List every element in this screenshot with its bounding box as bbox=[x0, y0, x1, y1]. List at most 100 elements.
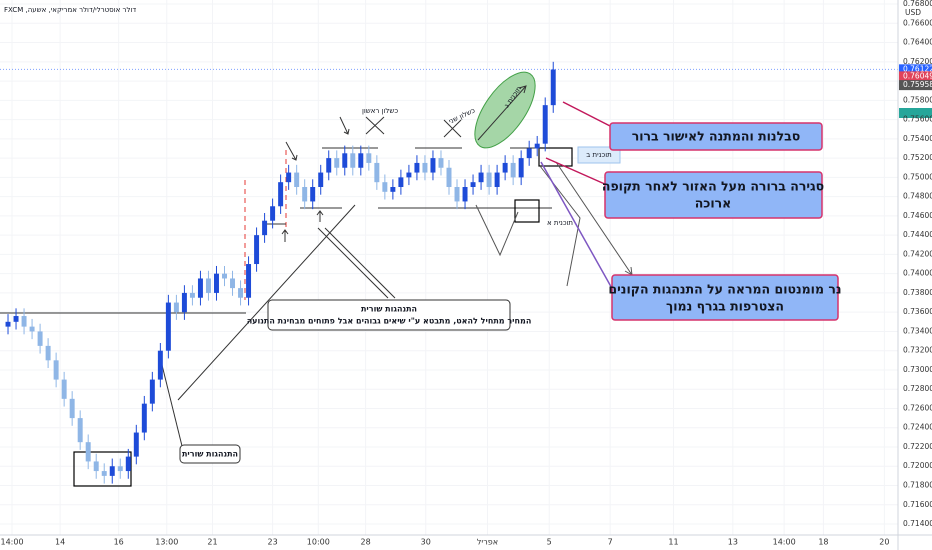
price-tag bbox=[899, 108, 932, 118]
candle-body bbox=[205, 278, 211, 293]
annotation: כשלון ראשון bbox=[362, 107, 398, 115]
y-tick-label: 0.76400 bbox=[903, 38, 932, 47]
candle-body bbox=[374, 162, 380, 183]
candle-body bbox=[302, 186, 308, 202]
note-box bbox=[267, 299, 511, 331]
pointer bbox=[324, 227, 396, 299]
candle-body bbox=[342, 153, 348, 168]
candle-body bbox=[61, 379, 67, 399]
candle-body bbox=[366, 153, 372, 163]
candle-body bbox=[93, 461, 99, 472]
arrow bbox=[285, 141, 298, 161]
candle-body bbox=[390, 186, 396, 192]
x-tick-label: 10:00 bbox=[307, 538, 330, 547]
y-tick-label: 0.73600 bbox=[903, 307, 932, 316]
y-tick-label: 0.72400 bbox=[903, 423, 932, 432]
price-tag bbox=[899, 71, 932, 82]
x-tick-label: 14 bbox=[55, 538, 65, 547]
candle-body bbox=[85, 442, 91, 462]
candle-body bbox=[542, 105, 548, 144]
candle-body bbox=[502, 162, 508, 173]
x-tick-label: 5 bbox=[547, 538, 552, 547]
candles bbox=[0, 61, 898, 484]
note-text: התנהגות שורית bbox=[182, 450, 238, 459]
x-tick-label: 20 bbox=[879, 538, 889, 547]
candle-body bbox=[294, 172, 300, 187]
candle-body bbox=[37, 331, 43, 346]
callout-box bbox=[604, 171, 823, 219]
candle-body bbox=[189, 292, 195, 298]
candle-body bbox=[222, 273, 227, 279]
x-tick-label: 14:00 bbox=[0, 538, 23, 547]
note-title: התנהגות שורית bbox=[361, 305, 417, 314]
candle-body bbox=[334, 158, 340, 168]
pointer bbox=[161, 364, 183, 447]
candle-body bbox=[318, 172, 324, 187]
arrow bbox=[316, 210, 324, 222]
plan-box bbox=[538, 147, 573, 167]
y-tick-label: 0.73800 bbox=[903, 288, 932, 297]
candle-body bbox=[510, 162, 516, 178]
note-box bbox=[179, 444, 241, 464]
y-tick-label: 0.76600 bbox=[903, 18, 932, 27]
price-tag-label: 0.76049 bbox=[903, 71, 932, 80]
candle-body bbox=[141, 403, 147, 433]
candle-body bbox=[117, 466, 123, 472]
candle-body bbox=[438, 158, 444, 168]
candle-body bbox=[414, 162, 420, 173]
currency: USD bbox=[905, 8, 921, 17]
candle-body bbox=[518, 158, 524, 178]
y-tick-label: 0.75200 bbox=[903, 153, 932, 162]
arrow bbox=[281, 229, 289, 242]
candle-body bbox=[446, 167, 452, 187]
candle-body bbox=[358, 153, 364, 168]
x-tick-label: 23 bbox=[268, 538, 278, 547]
annotation: תוכנית א bbox=[547, 219, 573, 227]
candle-body bbox=[125, 456, 131, 472]
y-tick-label: 0.73000 bbox=[903, 365, 932, 374]
x-tick-label: 13:00 bbox=[155, 538, 178, 547]
candle-body bbox=[262, 220, 268, 236]
y-tick-label: 0.75000 bbox=[903, 172, 932, 181]
candle-body bbox=[173, 302, 179, 313]
y-tick-label: 0.74200 bbox=[903, 249, 932, 258]
y-tick-label: 0.73200 bbox=[903, 346, 932, 355]
candle-body bbox=[494, 172, 500, 187]
y-tick-label: 0.74600 bbox=[903, 211, 932, 220]
callout-text: ארוכה bbox=[695, 196, 732, 211]
candle-body bbox=[45, 345, 51, 361]
y-tick-label: 0.72800 bbox=[903, 384, 932, 393]
y-tick-label: 0.74400 bbox=[903, 230, 932, 239]
pointer bbox=[562, 101, 613, 128]
x-tick-label: 11 bbox=[668, 538, 678, 547]
candle-body bbox=[286, 172, 292, 183]
callout-box bbox=[609, 122, 823, 151]
candle-body bbox=[478, 172, 484, 183]
x-tick-label: 18 bbox=[818, 538, 828, 547]
candle-body bbox=[462, 186, 468, 202]
y-tick-label: 0.75400 bbox=[903, 134, 932, 143]
pointer bbox=[540, 161, 615, 293]
candle-body bbox=[454, 186, 460, 202]
candle-body bbox=[254, 235, 260, 265]
candle-body bbox=[197, 278, 203, 298]
callout-text: הצטרפות בגרף נמוך bbox=[666, 299, 784, 314]
arrow bbox=[477, 85, 527, 141]
candle-body bbox=[77, 418, 83, 443]
candle-body bbox=[406, 172, 412, 178]
candle-body bbox=[213, 273, 219, 293]
grid bbox=[0, 0, 898, 535]
x-tick-label: 16 bbox=[114, 538, 124, 547]
candle-body bbox=[550, 69, 556, 106]
candle-body bbox=[270, 206, 276, 221]
price-tag-label: 0.76122 bbox=[903, 64, 932, 73]
price-tag-label: 0.75958 bbox=[903, 80, 932, 89]
callout-text: סגירה ברורה מעל האזור לאחר תקופה bbox=[602, 179, 824, 194]
x-mark bbox=[365, 116, 385, 135]
candle-body bbox=[278, 182, 284, 207]
x-tick-label: 13 bbox=[728, 538, 738, 547]
plan-path bbox=[475, 204, 519, 257]
x-mark bbox=[443, 119, 462, 138]
